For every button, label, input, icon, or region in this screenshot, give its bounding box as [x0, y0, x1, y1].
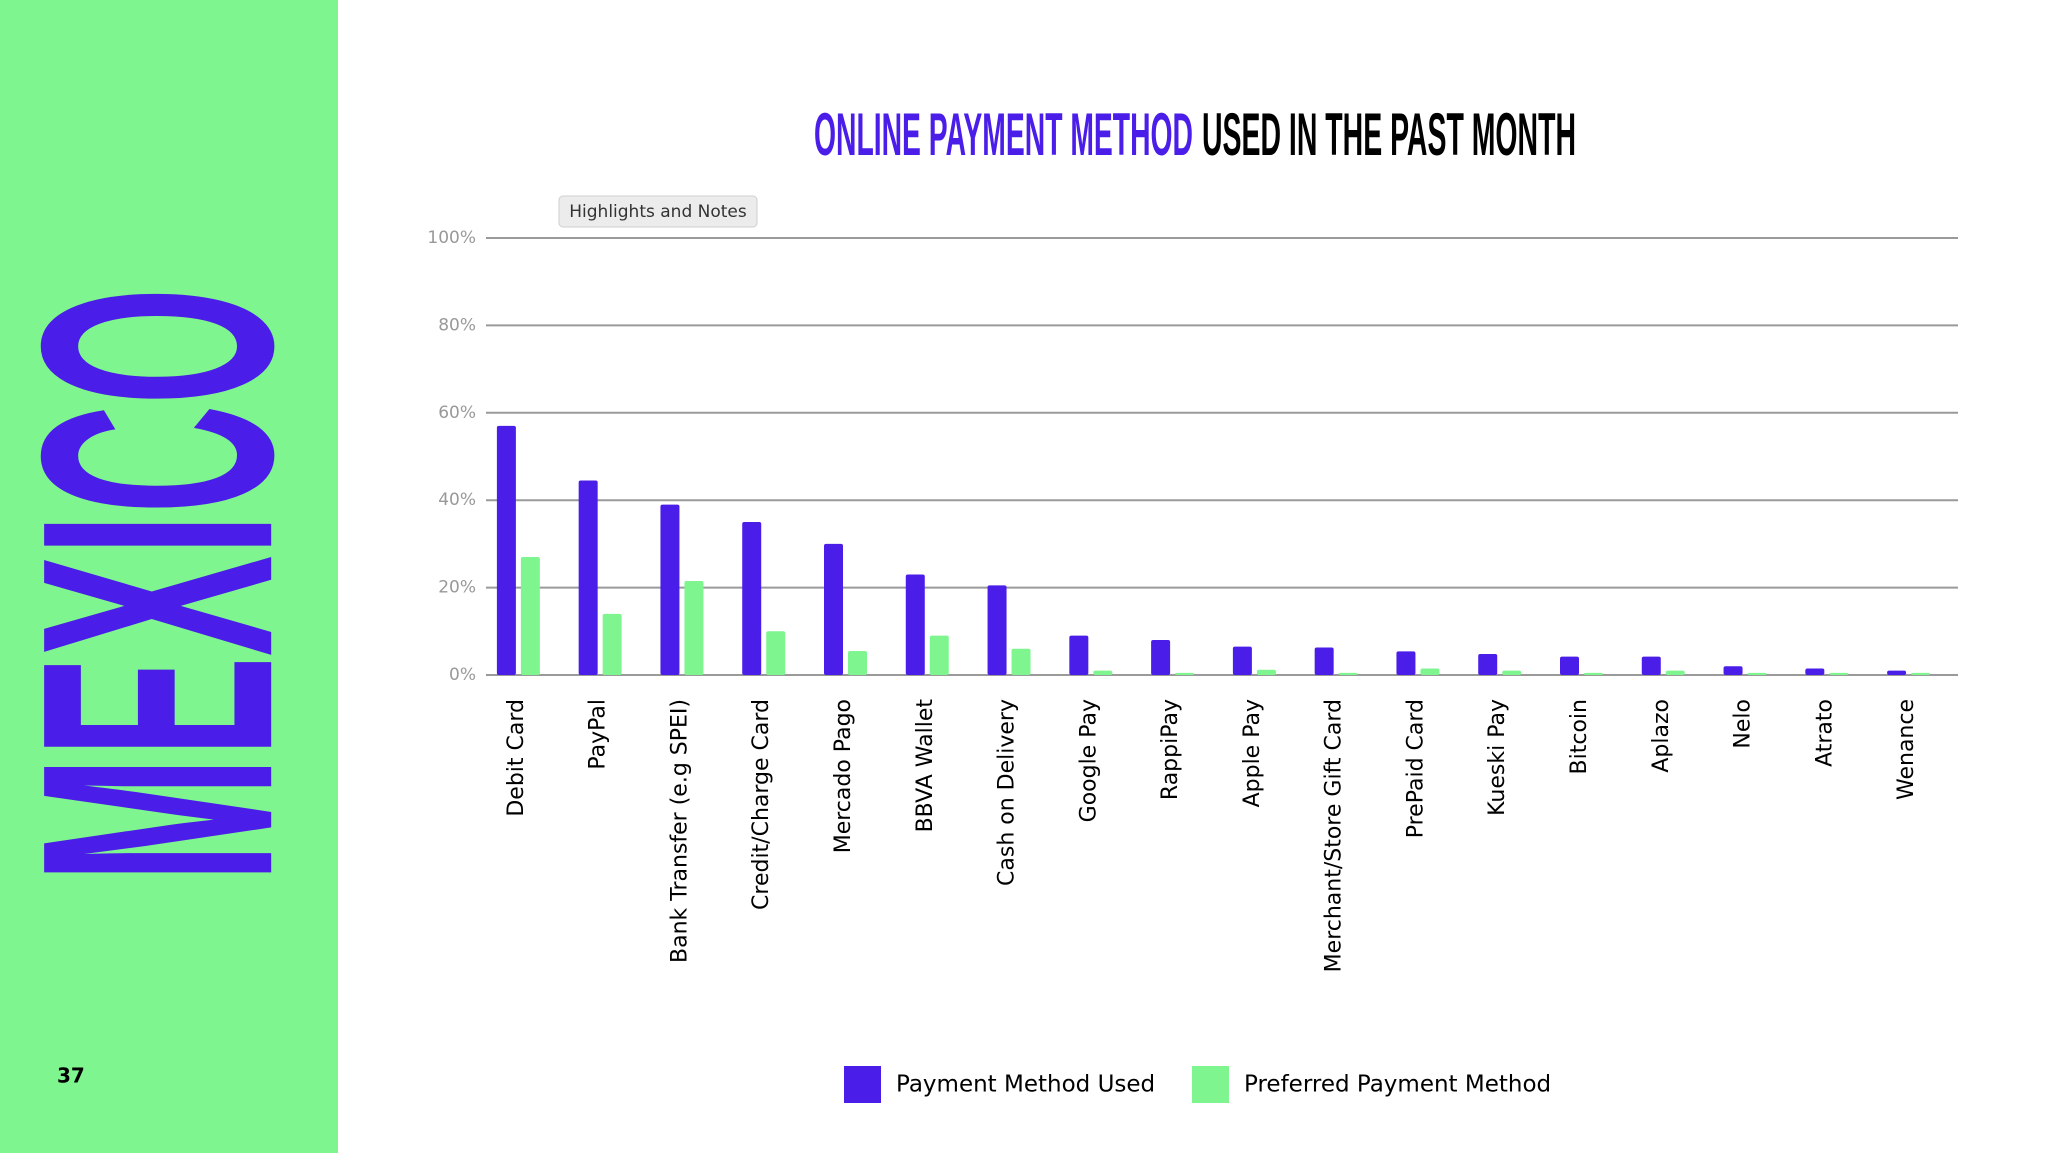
bar	[1093, 670, 1113, 675]
bar	[1175, 672, 1195, 675]
bar	[602, 613, 622, 675]
side-panel	[0, 0, 338, 1153]
bar	[905, 574, 925, 675]
bar	[766, 631, 786, 675]
bar	[1478, 654, 1498, 675]
y-tick-label: 20%	[438, 578, 476, 598]
bar	[742, 522, 762, 675]
bar	[1256, 669, 1276, 675]
x-tick-label: Credit/Charge Card	[749, 699, 774, 910]
bar	[929, 635, 949, 675]
y-tick-label: 0%	[449, 665, 476, 685]
x-tick-label: PrePaid Card	[1403, 699, 1428, 838]
x-tick-label: Bank Transfer (e.g SPEI)	[667, 699, 692, 963]
bar	[1338, 672, 1358, 675]
x-tick-label: Cash on Delivery	[995, 699, 1020, 886]
chart-title: USED IN THE PAST MONTH	[1202, 101, 1576, 168]
x-tick-label: Apple Pay	[1240, 699, 1265, 807]
x-tick-label: PayPal	[586, 699, 611, 770]
bar	[1502, 670, 1522, 675]
bar	[1723, 666, 1743, 675]
bar	[1314, 647, 1334, 675]
x-tick-label: Aplazo	[1649, 699, 1674, 773]
legend-swatch	[1192, 1066, 1229, 1103]
notes-button[interactable]	[558, 195, 758, 228]
bar	[1829, 672, 1849, 675]
y-tick-label: 60%	[438, 403, 476, 423]
x-tick-label: Google Pay	[1076, 699, 1101, 822]
bar	[684, 581, 704, 675]
x-tick-label: Atrato	[1812, 699, 1837, 767]
bar	[1584, 672, 1603, 675]
bar	[1665, 670, 1685, 675]
x-tick-label: Mercado Pago	[831, 699, 856, 853]
bar	[1396, 651, 1416, 675]
legend-label: Preferred Payment Method	[1244, 1072, 1551, 1098]
bar	[848, 650, 867, 675]
bar	[1560, 656, 1579, 675]
section-label: MEXICO	[0, 288, 341, 883]
bar	[1011, 648, 1031, 675]
x-tick-label: RappiPay	[1158, 699, 1183, 800]
legend-swatch	[844, 1066, 881, 1103]
bar	[1232, 646, 1252, 675]
notes-button-label[interactable]: Highlights and Notes	[569, 202, 747, 222]
chart-title-highlight: ONLINE PAYMENT METHOD	[814, 101, 1193, 168]
bar	[1887, 670, 1907, 675]
bar	[1641, 656, 1661, 675]
bar	[1069, 635, 1089, 675]
bar	[520, 557, 540, 675]
legend-label: Payment Method Used	[896, 1072, 1155, 1098]
x-tick-label: BBVA Wallet	[913, 699, 938, 833]
x-tick-label: Merchant/Store Gift Card	[1322, 699, 1347, 972]
page-number: 37	[57, 1064, 85, 1088]
x-tick-label: Nelo	[1731, 699, 1756, 749]
bar	[824, 543, 843, 675]
x-tick-label: Debit Card	[504, 699, 529, 817]
x-tick-label: Wenance	[1894, 699, 1919, 800]
y-tick-label: 100%	[427, 228, 476, 248]
bar	[987, 585, 1007, 675]
bar	[1911, 672, 1931, 675]
bar	[660, 504, 680, 675]
bar	[1805, 668, 1825, 675]
bar	[1747, 672, 1767, 675]
bar	[1151, 640, 1171, 675]
bar	[578, 480, 598, 675]
x-tick-label: Bitcoin	[1567, 699, 1592, 774]
y-tick-label: 40%	[438, 490, 476, 510]
bar	[496, 425, 516, 675]
bar	[1420, 668, 1440, 675]
y-tick-label: 80%	[438, 315, 476, 335]
x-tick-label: Kueski Pay	[1485, 699, 1510, 816]
